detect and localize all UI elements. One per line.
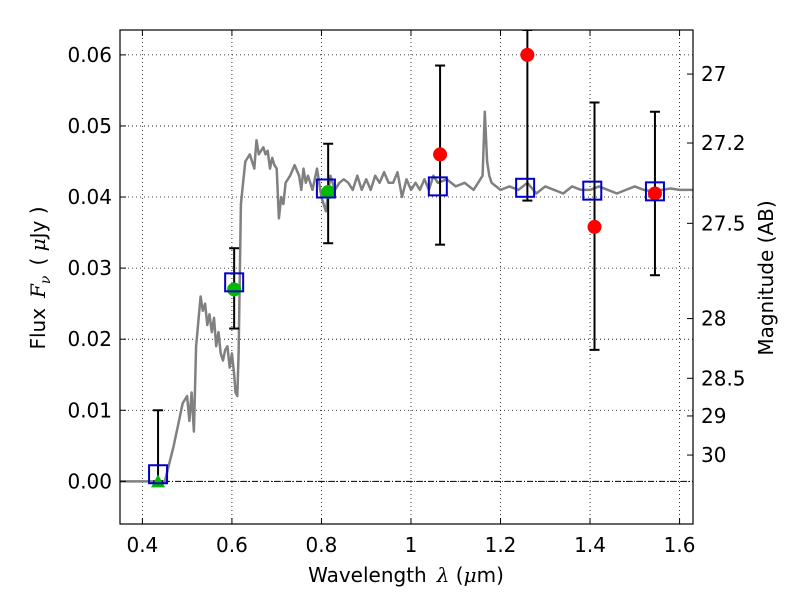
observed-red-point xyxy=(647,186,662,201)
mag-tick-label: 30 xyxy=(701,443,726,467)
model-photometry-square xyxy=(224,272,245,293)
y-tick-label: 0.01 xyxy=(67,398,112,422)
mag-tick-label: 28.5 xyxy=(701,366,746,390)
observed-green-point xyxy=(227,282,242,297)
x-tick-label: 0.4 xyxy=(126,533,158,557)
mag-tick-label: 27 xyxy=(701,62,726,86)
x-tick-label: 1 xyxy=(405,533,418,557)
y-axis-label: FluxFν( μJy ) xyxy=(26,206,54,349)
mag-tick-label: 27.5 xyxy=(701,211,746,235)
model-photometry-square xyxy=(315,178,336,199)
data-points xyxy=(148,47,665,488)
x-tick-label: 1.2 xyxy=(485,533,517,557)
model-photometry-square xyxy=(644,181,665,202)
mag-tick-label: 27.2 xyxy=(701,131,746,155)
y-tick-label: 0.06 xyxy=(67,43,112,67)
plot-frame xyxy=(119,29,694,525)
x-tick-label: 1.6 xyxy=(664,533,696,557)
x-tick-label: 0.8 xyxy=(306,533,338,557)
y-tick-label: 0.05 xyxy=(67,114,112,138)
observed-green-point xyxy=(321,185,336,200)
model-photometry-square xyxy=(515,177,536,198)
y-axis-ticks: 0.00 0.01 0.02 0.03 0.04 0.05 0.06 xyxy=(67,43,126,493)
right-axis-label: Magnitude (AB) xyxy=(754,200,778,355)
observed-red-point xyxy=(520,47,535,62)
observed-red-point xyxy=(433,147,448,162)
y-tick-label: 0.03 xyxy=(67,256,112,280)
x-tick-label: 1.4 xyxy=(574,533,606,557)
y-tick-label: 0.00 xyxy=(67,469,112,493)
y-tick-label: 0.04 xyxy=(67,185,112,209)
mag-tick-label: 29 xyxy=(701,404,726,428)
plot-area xyxy=(120,30,693,488)
x-axis-label: Wavelength λ (μm) xyxy=(308,563,504,587)
y-tick-label: 0.02 xyxy=(67,327,112,351)
model-photometry-square xyxy=(427,176,448,197)
model-photometry-square xyxy=(148,464,169,485)
model-photometry-square xyxy=(582,180,603,201)
mag-tick-label: 28 xyxy=(701,307,726,331)
magnitude-axis-ticks: 27 27.2 27.5 28 28.5 29 30 xyxy=(687,62,746,467)
x-axis-ticks: 0.4 0.6 0.8 1 1.2 1.4 1.6 xyxy=(126,30,695,557)
observed-red-point xyxy=(587,219,602,234)
x-tick-label: 0.6 xyxy=(216,533,248,557)
